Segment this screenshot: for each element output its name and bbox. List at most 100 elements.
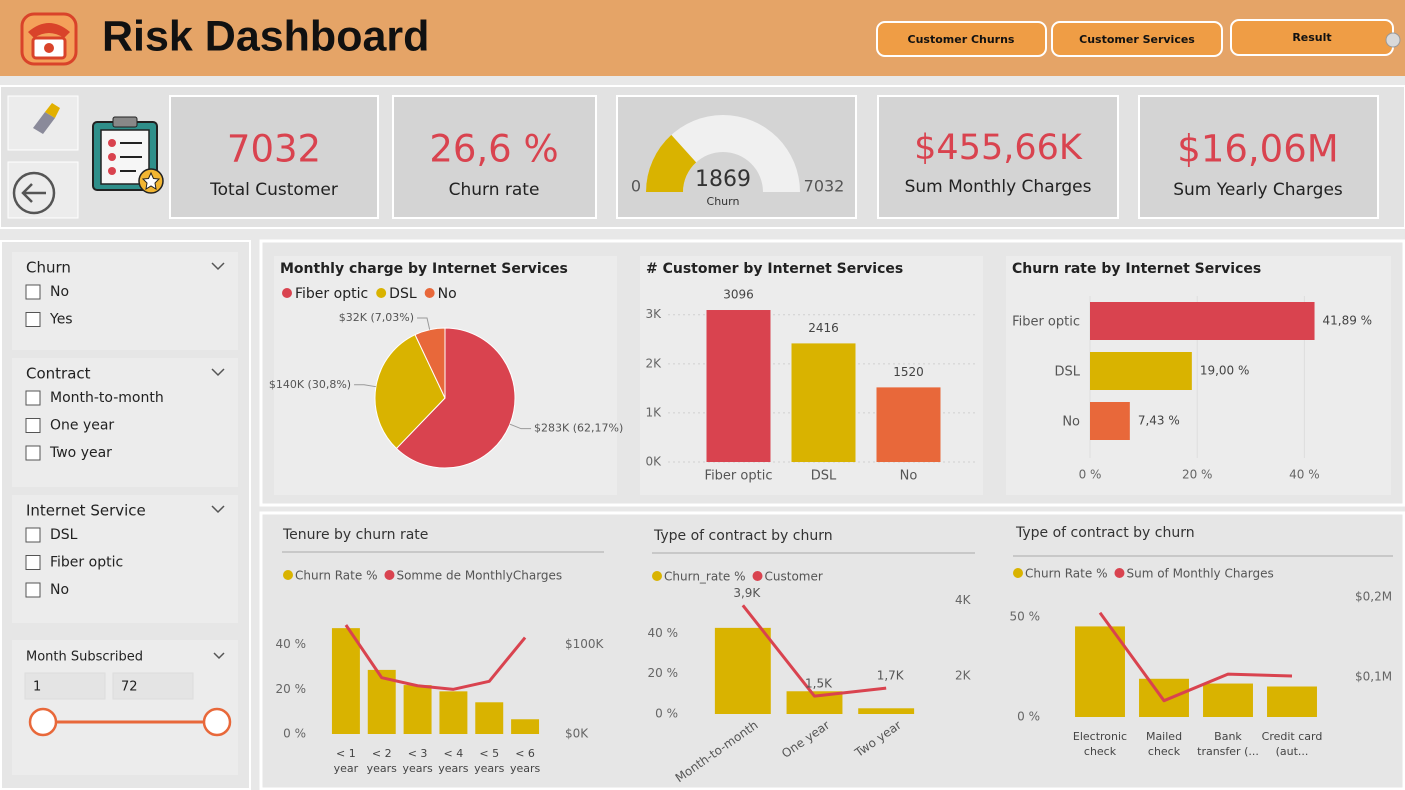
chevron[interactable]	[211, 368, 225, 377]
legend-marker	[652, 571, 662, 581]
x-tick-label-box: < 1 year	[334, 747, 359, 775]
checkbox[interactable]	[25, 555, 41, 570]
data-label: $32K (7,03%)	[339, 311, 414, 324]
checkbox[interactable]	[25, 312, 41, 327]
checkbox[interactable]	[25, 418, 41, 433]
bar	[1203, 683, 1253, 717]
y-tick-label: 3K	[645, 307, 662, 321]
x-tick-label: < 3 years	[402, 747, 433, 775]
x-tick-label: Electronic check	[1072, 730, 1128, 758]
checkbox[interactable]	[25, 445, 41, 461]
kpi-label: Sum Yearly Charges	[1173, 180, 1343, 200]
x-tick-label: 40 %	[1289, 468, 1320, 482]
y-tick-label: 0 %	[1017, 710, 1040, 724]
x-tick-label: No	[900, 469, 918, 484]
range-max[interactable]: 72	[121, 680, 138, 695]
phone-icon	[20, 12, 78, 66]
nav-button-label[interactable]: Result	[1292, 31, 1331, 44]
gauge-min: 0	[631, 177, 641, 196]
legend-marker	[1114, 568, 1125, 578]
legend-label: Churn Rate %	[1025, 567, 1107, 581]
legend-label: Customer	[765, 570, 823, 584]
leader-line	[417, 317, 431, 330]
line	[344, 624, 527, 691]
chart-card	[1006, 256, 1391, 495]
legend-marker	[283, 570, 293, 580]
slicer-option[interactable]: One year	[50, 418, 114, 434]
nav-button[interactable]	[876, 21, 1047, 57]
data-label: 7,43 %	[1138, 414, 1180, 428]
x-tick-label-box: < 5 years	[474, 747, 504, 775]
checkbox[interactable]	[25, 582, 41, 598]
kpi-label: Total Customer	[209, 180, 338, 200]
x-tick-label: Fiber optic	[705, 469, 773, 484]
range-input[interactable]	[24, 672, 106, 700]
y-tick-label: 40 %	[276, 637, 307, 651]
slicer-card	[12, 358, 238, 487]
bar	[858, 708, 915, 714]
gauge-max: 7032	[804, 177, 845, 196]
y2-tick-label: $0,2M	[1355, 590, 1392, 604]
chart-title: Type of contract by churn	[1015, 525, 1195, 541]
slicer-option[interactable]: Yes	[49, 312, 73, 328]
chart-title: Monthly charge by Internet Services	[280, 261, 568, 277]
y2-tick-label: 2K	[955, 669, 972, 683]
chevron[interactable]	[211, 262, 225, 271]
data-label: 3,9K	[733, 586, 761, 600]
slicer-option[interactable]: No	[50, 582, 69, 598]
legend-marker	[752, 571, 763, 581]
y-tick-label: 20 %	[276, 682, 307, 696]
legend-marker	[1013, 568, 1023, 578]
x-tick-label: Bank transfer (...	[1197, 730, 1259, 758]
legend-label: DSL	[389, 286, 417, 302]
legend-label: Churn Rate %	[295, 569, 377, 583]
dashboard-title: Risk Dashboard	[102, 12, 429, 60]
chevron[interactable]	[213, 652, 225, 660]
x-tick-label-box: Bank transfer (...	[1197, 730, 1259, 758]
range-input[interactable]	[112, 672, 194, 700]
slicer-title: Internet Service	[26, 502, 146, 520]
checkbox[interactable]	[25, 390, 41, 406]
slider-handle[interactable]	[202, 707, 232, 737]
nav-button-label[interactable]: Customer Churns	[908, 33, 1015, 46]
kpi-value: $16,06M	[1177, 128, 1338, 171]
kpi-card	[169, 95, 379, 219]
bar	[1139, 678, 1189, 717]
kpi-label: Churn rate	[449, 180, 540, 200]
x-tick-label-box: Mailed check	[1146, 730, 1182, 758]
slicer-option[interactable]: Month-to-month	[50, 390, 164, 406]
slicer-option[interactable]: DSL	[50, 527, 78, 543]
gauge-label: Churn	[707, 195, 740, 208]
chart-title: # Customer by Internet Services	[646, 261, 903, 277]
nav-button[interactable]	[1051, 21, 1223, 57]
bar	[1090, 302, 1315, 340]
line	[1098, 611, 1293, 703]
range-min[interactable]: 1	[33, 680, 41, 695]
slider-handle[interactable]	[28, 707, 58, 737]
slicer-option[interactable]: Fiber optic	[50, 555, 123, 571]
nav-button-label[interactable]: Customer Services	[1079, 33, 1195, 46]
data-label: 2416	[808, 321, 839, 335]
bar	[475, 702, 504, 734]
kpi-cards: 7032 Total Customer 26,6 % Churn rate $4…	[169, 95, 1379, 219]
x-tick-label: < 6 years	[509, 747, 541, 775]
checkbox[interactable]	[25, 527, 41, 543]
bar	[1090, 352, 1192, 390]
slicer-option[interactable]: Two year	[49, 445, 112, 461]
x-tick-label: DSL	[811, 469, 837, 484]
y-tick-label: 1K	[645, 405, 662, 419]
slicer-title: Month Subscribed	[26, 650, 143, 665]
slicer-option[interactable]: No	[50, 284, 69, 300]
y-tick-label: 0K	[645, 455, 662, 469]
leader-line	[509, 423, 532, 430]
x-tick-label: Credit card (aut...	[1261, 730, 1323, 758]
chevron[interactable]	[211, 505, 225, 514]
data-label: 3096	[723, 288, 754, 302]
checkbox[interactable]	[25, 284, 41, 300]
back-arrow-icon	[12, 171, 56, 215]
bar	[706, 310, 771, 462]
kpi-value: $455,66K	[914, 128, 1083, 168]
legend-label: Sum of Monthly Charges	[1126, 567, 1273, 581]
data-label: 41,89 %	[1323, 314, 1373, 328]
gauge-value-label: 1869	[695, 167, 751, 192]
